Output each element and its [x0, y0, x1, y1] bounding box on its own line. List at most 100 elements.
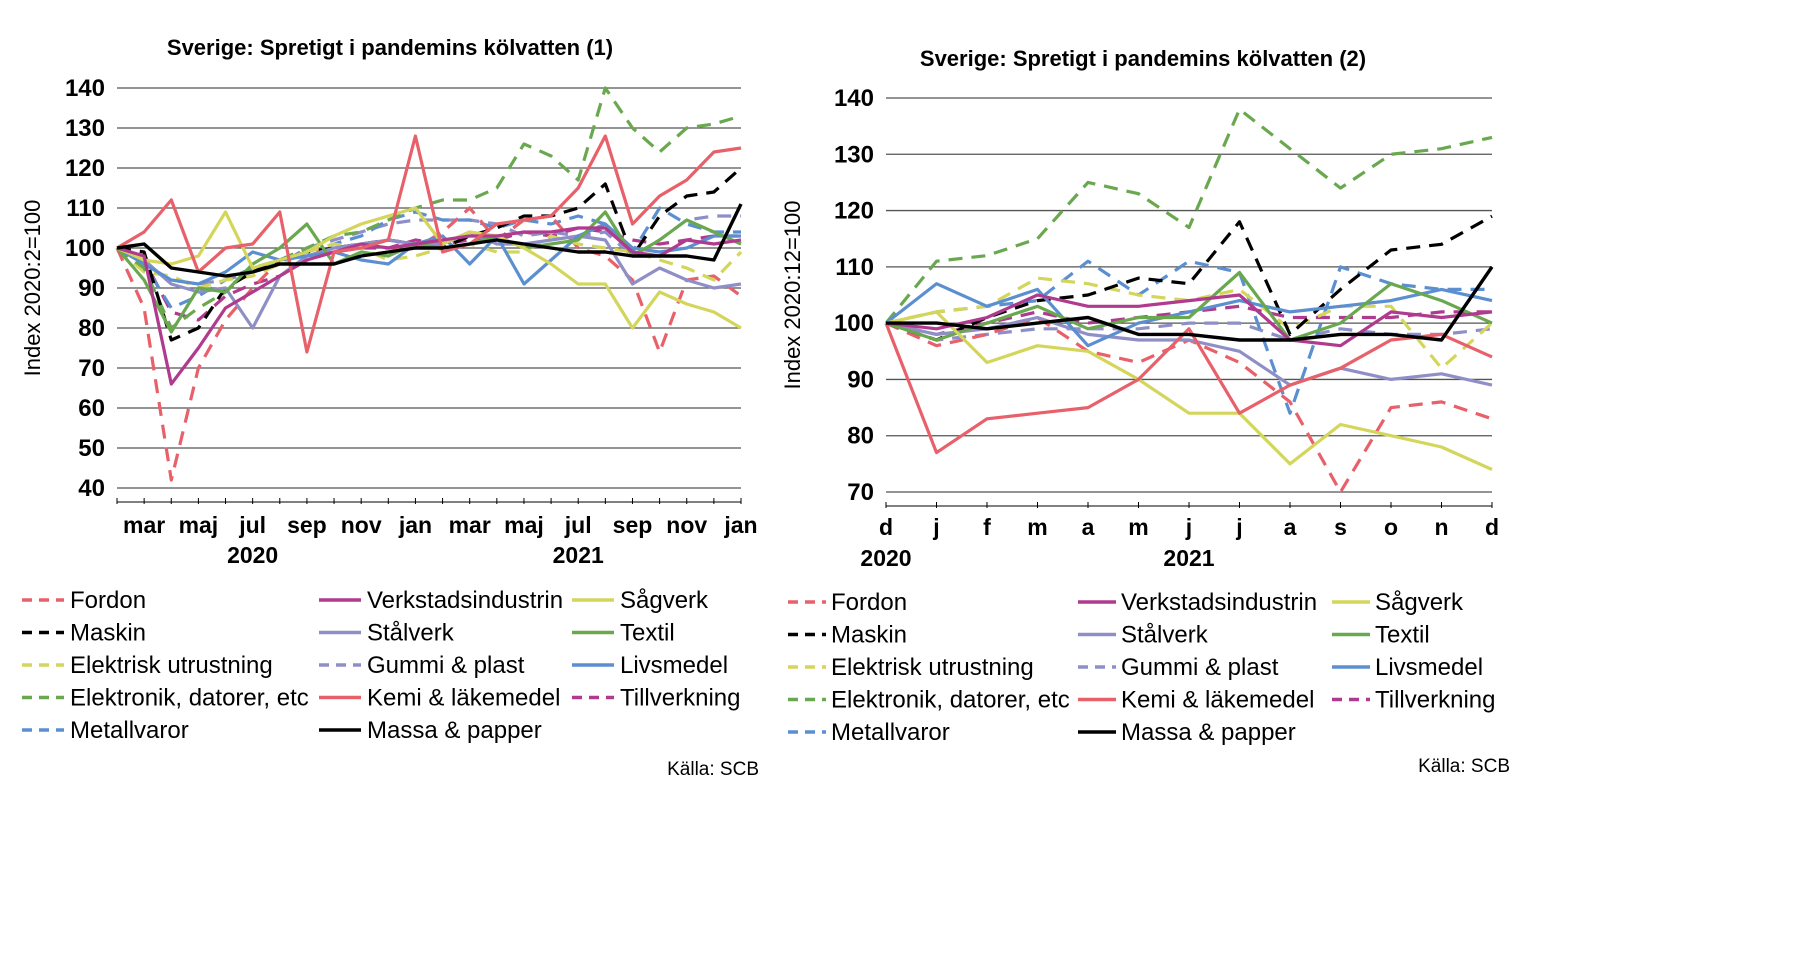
legend-entry: Tillverkning [620, 685, 740, 712]
series-line-maskin [116, 166, 743, 342]
x-tick-label: n [1434, 514, 1448, 540]
y-tick-label: 90 [847, 366, 874, 393]
y-tick-label: 100 [834, 310, 874, 337]
y-tick-label: 70 [78, 355, 105, 382]
series-line-livsmedel [885, 282, 1493, 348]
x-tick-label: s [1334, 514, 1347, 540]
y-tick-label: 100 [65, 235, 105, 262]
legend-entry: Gummi & plast [367, 652, 525, 679]
series-line-elektrisk-utrustning [115, 234, 743, 290]
legend-entry: Metallvaror [831, 719, 950, 746]
legend-entry: Livsmedel [1375, 654, 1483, 681]
series-line-textil [885, 270, 1493, 342]
series-line-verkstadsindustrin [116, 226, 742, 386]
legend-entry: Elektronik, datorer, etc [831, 687, 1070, 714]
legend-entry: Livsmedel [620, 652, 728, 679]
series-line-massa-papper [886, 265, 1494, 342]
series-line-elektronik-datorer-etc [884, 107, 1493, 325]
y-tick-label: 110 [66, 195, 105, 222]
x-tick-label: m [1128, 514, 1148, 540]
y-tick-label: 110 [835, 254, 874, 281]
x-tick-label: m [1027, 514, 1047, 540]
legend-entry: Metallvaror [70, 717, 189, 744]
x-tick-label: j [1185, 514, 1192, 540]
x-tick-label: f [983, 514, 991, 540]
x-tick-label: nov [666, 512, 707, 538]
y-tick-label: 50 [78, 435, 105, 462]
legend-entry: Massa & papper [367, 717, 542, 744]
y-tick-label: 60 [78, 395, 105, 422]
chart-1: Sverige: Spretigt i pandemins kölvatten … [20, 35, 759, 780]
y-tick-label: 130 [834, 141, 874, 168]
y-tick-label: 40 [78, 475, 105, 502]
x-tick-label: d [879, 514, 893, 540]
legend-entry: Kemi & läkemedel [367, 685, 560, 712]
legend-entry: Maskin [831, 622, 907, 649]
x-tick-label: nov [341, 512, 382, 538]
y-axis-label: Index 2020:12=100 [780, 200, 805, 389]
legend-entry: Elektronik, datorer, etc [70, 685, 309, 712]
legend-entry: Elektrisk utrustning [831, 654, 1034, 681]
legend-entry: Kemi & läkemedel [1121, 687, 1314, 714]
series-line-kemi-läkemedel [884, 322, 1493, 455]
y-tick-label: 140 [65, 75, 105, 102]
legend-entry: Verkstadsindustrin [367, 587, 563, 614]
source-note: Källa: SCB [667, 759, 759, 780]
x-tick-label: mar [449, 512, 491, 538]
x-tick-label: maj [179, 512, 219, 538]
x-year-label: 2021 [553, 542, 604, 568]
y-tick-label: 140 [834, 85, 874, 112]
legend-entry: Maskin [70, 620, 146, 647]
legend-entry: Tillverkning [1375, 687, 1495, 714]
x-tick-label: o [1384, 514, 1398, 540]
x-tick-label: sep [287, 512, 327, 538]
legend-entry: Sågverk [1375, 589, 1464, 616]
chart-title: Sverige: Spretigt i pandemins kölvatten … [920, 46, 1366, 71]
series-line-stålverk [116, 230, 742, 330]
series-line-tillverkning [116, 226, 741, 322]
series-line-kemi-läkemedel [116, 134, 742, 354]
x-tick-label: jul [564, 512, 592, 538]
x-year-label: 2021 [1163, 545, 1214, 571]
legend-entry: Verkstadsindustrin [1121, 589, 1317, 616]
y-tick-label: 120 [834, 198, 874, 225]
x-tick-label: j [1235, 514, 1242, 540]
chart-2: Sverige: Spretigt i pandemins kölvatten … [780, 46, 1510, 777]
legend-entry: Textil [1375, 622, 1430, 649]
x-tick-label: jul [238, 512, 266, 538]
x-tick-label: a [1284, 514, 1297, 540]
series-line-sågverk [116, 206, 742, 330]
x-tick-label: maj [504, 512, 544, 538]
series-line-maskin [885, 214, 1493, 342]
x-year-label: 2020 [227, 542, 278, 568]
x-tick-label: mar [123, 512, 165, 538]
y-tick-label: 80 [78, 315, 105, 342]
y-tick-label: 130 [65, 115, 105, 142]
y-tick-label: 80 [847, 423, 874, 450]
source-note: Källa: SCB [1418, 756, 1510, 777]
x-tick-label: jan [398, 512, 432, 538]
x-tick-label: d [1485, 514, 1499, 540]
legend-entry: Fordon [831, 589, 907, 616]
y-tick-label: 90 [78, 275, 105, 302]
x-tick-label: jan [723, 512, 757, 538]
legend-entry: Sågverk [620, 587, 709, 614]
y-axis-label: Index 2020:2=100 [20, 200, 45, 377]
legend-entry: Elektrisk utrustning [70, 652, 273, 679]
series-line-fordon [885, 315, 1493, 494]
legend-entry: Stålverk [1121, 622, 1209, 649]
legend-entry: Textil [620, 620, 675, 647]
series-line-sågverk [885, 310, 1493, 471]
x-year-label: 2020 [860, 545, 911, 571]
legend-entry: Fordon [70, 587, 146, 614]
y-tick-label: 70 [847, 479, 874, 506]
series-line-massa-papper [116, 203, 743, 278]
legend-entry: Gummi & plast [1121, 654, 1279, 681]
x-tick-label: j [932, 514, 939, 540]
y-tick-label: 120 [65, 155, 105, 182]
series-line-verkstadsindustrin [885, 293, 1493, 348]
legend-entry: Massa & papper [1121, 719, 1296, 746]
x-tick-label: sep [613, 512, 653, 538]
legend-entry: Stålverk [367, 620, 455, 647]
